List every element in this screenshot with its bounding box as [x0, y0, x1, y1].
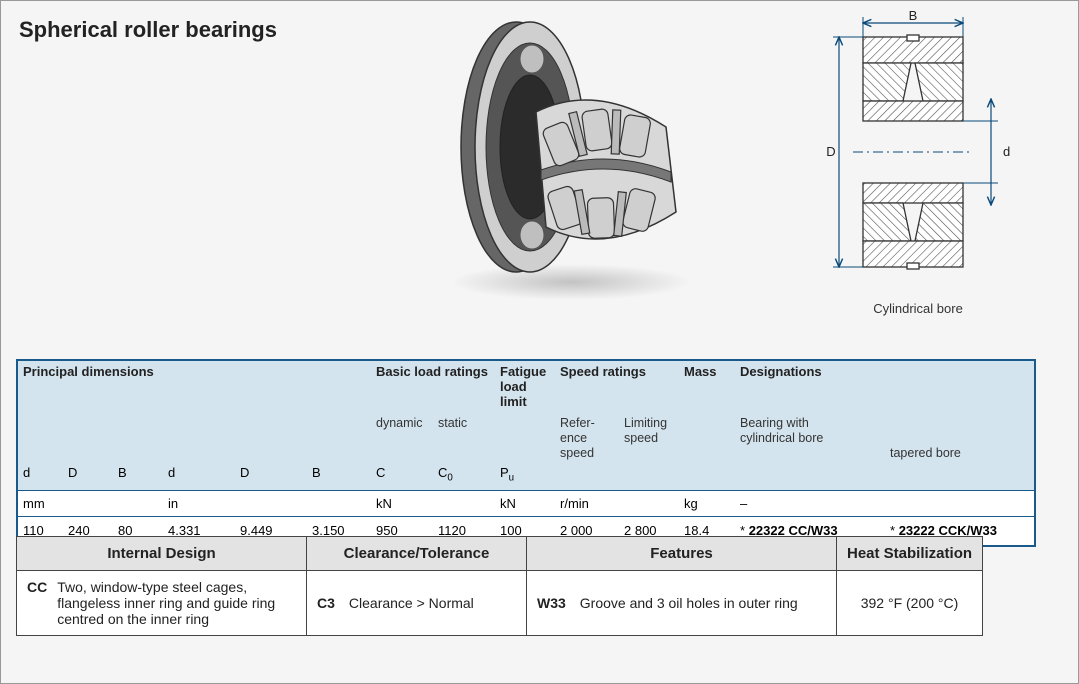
- hdr-internal: Internal Design: [17, 537, 307, 571]
- col-speed: Speed ratings: [560, 364, 646, 379]
- unit-kg: kg: [679, 490, 735, 516]
- col-mass: Mass: [684, 364, 717, 379]
- col-Pu: Pu: [495, 463, 555, 490]
- col-basicload: Basic load ratings: [376, 364, 488, 379]
- col-D-in: D: [235, 463, 307, 490]
- col-limspeed: Limitingspeed: [624, 416, 667, 445]
- hdr-clearance: Clearance/Tolerance: [307, 537, 527, 571]
- col-d-in: d: [163, 463, 235, 490]
- unit-kN: kN: [371, 490, 495, 516]
- cell-heat: 392 °F (200 °C): [837, 571, 983, 636]
- bearing-dimension-drawing: B: [798, 7, 1038, 327]
- cell-clearance: C3 Clearance > Normal: [307, 571, 527, 636]
- dim-label-D: D: [826, 144, 835, 159]
- col-principal: Principal dimensions: [23, 364, 154, 379]
- col-static: static: [438, 416, 467, 430]
- col-C: C: [371, 463, 433, 490]
- cell-internal: CC Two, window-type steel cages, flangel…: [17, 571, 307, 636]
- unit-rmin: r/min: [555, 490, 679, 516]
- unit-in: in: [163, 490, 371, 516]
- spec-table: Principal dimensions Basic load ratings …: [16, 359, 1036, 547]
- col-dynamic: dynamic: [376, 416, 423, 430]
- col-D-mm: D: [63, 463, 113, 490]
- hdr-features: Features: [527, 537, 837, 571]
- col-C0: C0: [433, 463, 495, 490]
- bearing-3d-illustration: [351, 7, 771, 327]
- unit-dash: –: [735, 490, 1035, 516]
- col-B-mm: B: [113, 463, 163, 490]
- col-refspeed: Refer-encespeed: [560, 416, 595, 460]
- dim-label-d: d: [1003, 144, 1010, 159]
- detail-table: Internal Design Clearance/Tolerance Feat…: [16, 536, 983, 636]
- dimension-caption: Cylindrical bore: [798, 301, 1038, 316]
- col-d-mm: d: [17, 463, 63, 490]
- col-desig-tap: tapered bore: [890, 446, 961, 460]
- page-container: Spherical roller bearings: [0, 0, 1079, 684]
- dim-label-B: B: [909, 8, 918, 23]
- unit-mm: mm: [17, 490, 163, 516]
- hdr-heat: Heat Stabilization: [837, 537, 983, 571]
- bearing-3d-svg: [401, 7, 721, 307]
- col-desig-cyl: Bearing withcylindrical bore: [740, 416, 823, 445]
- cell-features: W33 Groove and 3 oil holes in outer ring: [527, 571, 837, 636]
- col-B-in: B: [307, 463, 371, 490]
- col-desig: Designations: [740, 364, 822, 379]
- unit-kN2: kN: [495, 490, 555, 516]
- dimension-svg: B: [803, 7, 1033, 297]
- col-fatigue: Fatigue load limit: [500, 364, 546, 409]
